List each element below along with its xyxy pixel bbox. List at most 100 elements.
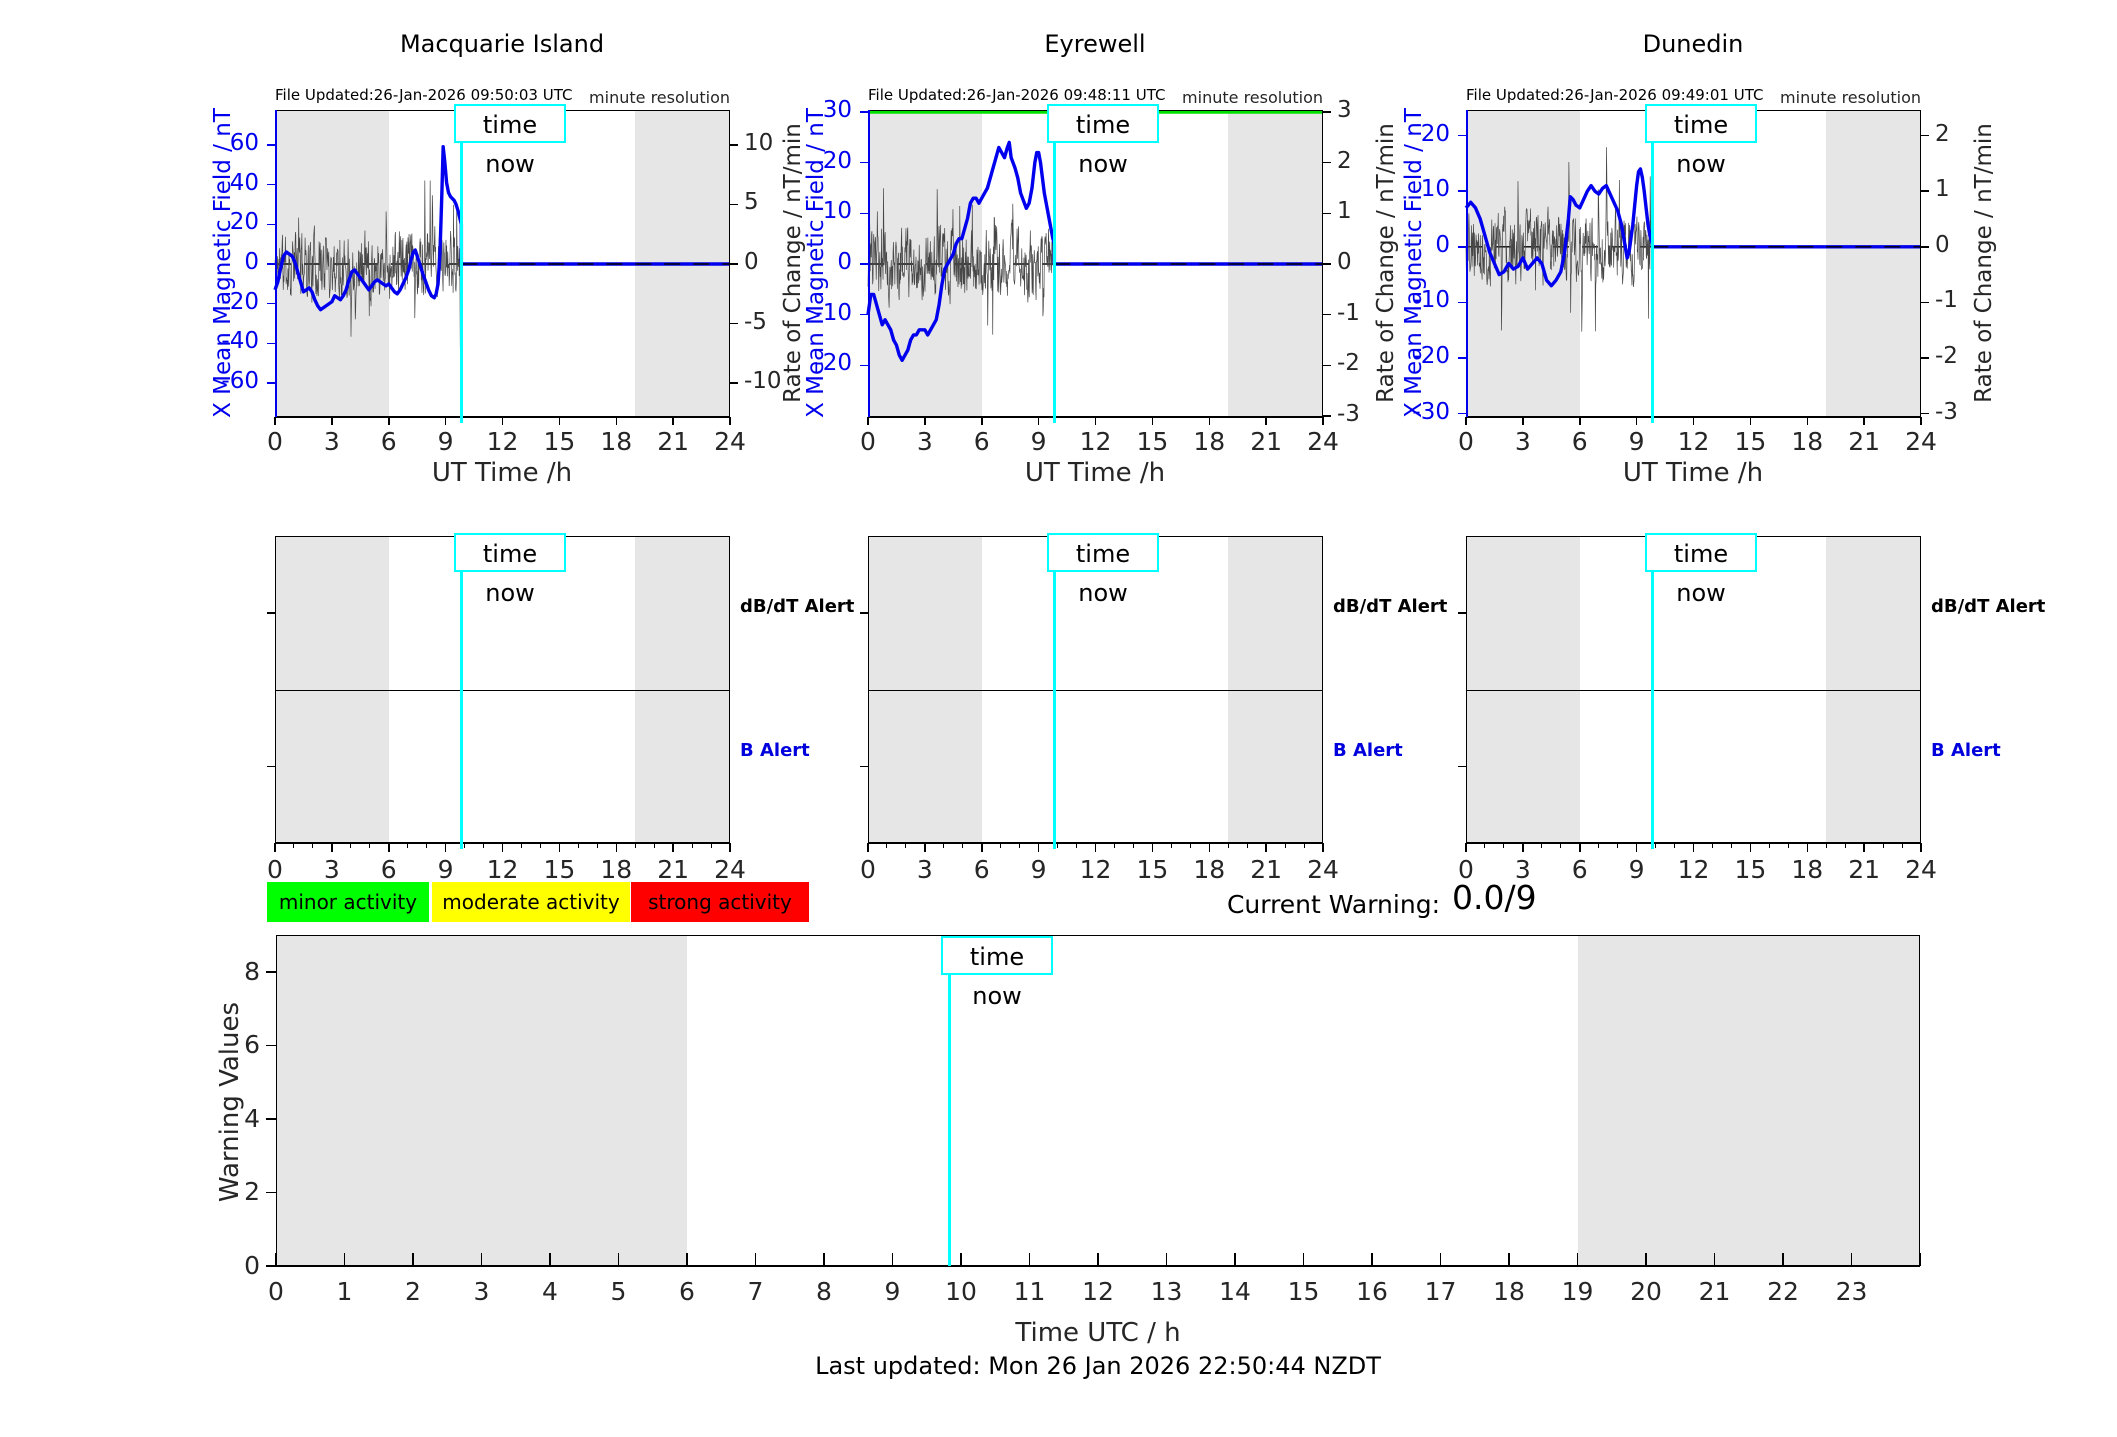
minor-tick-mark [962,843,964,848]
minor-tick-mark [1503,843,1505,848]
minor-tick-mark [653,843,655,848]
minor-tick-mark [312,843,314,848]
tick-mark [267,223,275,225]
y-tick-label-right: 5 [744,189,759,216]
time-now-box: time now [454,533,566,607]
x-tick-label: 9 [1628,427,1645,456]
time-now-box: time now [1645,533,1757,607]
tick-mark [1692,843,1695,852]
tick-mark [267,342,275,345]
minor-tick-mark [483,843,485,848]
tick-mark [1749,843,1752,852]
y-tick-label-right: 2 [1337,147,1352,174]
tick-mark [444,417,447,425]
station-chart-svg [273,145,730,348]
y-tick-label-right: 0 [744,248,759,275]
time-now-line [459,143,463,423]
y-tick-label-right: 0 [1935,231,1950,258]
x-tick-label: 0 [267,855,283,884]
y-tick-label-left: -30 [1412,398,1450,425]
y-tick-label-left: 30 [822,97,852,124]
tick-mark [1692,417,1695,425]
y-tick-label-right: 3 [1337,97,1352,124]
minor-tick-mark [1768,843,1770,848]
y-tick-label-left: 10 [1420,176,1450,203]
tick-mark [267,302,275,305]
plot-border-left [1466,536,1468,843]
alert-divider-line [275,689,730,691]
file-updated-text: File Updated:26-Jan-2026 09:49:01 UTC [1466,86,1764,104]
y-tick-label-left: -40 [221,328,259,355]
tick-mark [266,1265,276,1267]
x-tick-label: 0 [860,855,876,884]
minor-tick-mark [1617,843,1619,848]
y-tick-label-left: 20 [1420,120,1450,147]
tick-mark [501,843,504,852]
tick-mark [1323,212,1331,215]
x-tick-label: 0 [1458,427,1474,456]
tick-mark [1323,111,1331,113]
tick-mark [1458,134,1466,137]
x-tick-label: 21 [657,855,690,884]
minor-tick-mark [426,843,428,848]
time-now-line [1650,572,1654,849]
y-tick-label-left: 0 [837,249,852,275]
minor-tick-mark [1057,843,1059,848]
tick-mark [274,843,276,852]
plot-border-bottom [275,842,730,844]
dbdt-alert-label: dB/dT Alert [1333,596,1448,617]
station-title: Dunedin [1642,30,1744,58]
tick-mark [1749,417,1752,425]
x-tick-label: 6 [380,855,397,884]
tick-mark [860,313,868,316]
y-tick-label-left: -60 [221,368,259,395]
x-tick-label: 18 [1791,855,1824,884]
minor-tick-mark [1019,843,1021,848]
tick-mark [1579,843,1581,852]
plot-border-left [868,536,870,843]
x-tick-label: 21 [1250,427,1283,456]
legend-moderate-activity: moderate activity [432,882,630,922]
y-tick-label-right: -5 [744,308,767,335]
tick-mark [1234,1253,1236,1266]
tick-mark [1921,357,1929,359]
tick-mark [860,612,868,614]
y-tick-label-right: 2 [1935,120,1950,147]
y-tick-label-left: 20 [822,147,852,174]
plot-border-top [276,935,1920,936]
tick-mark [1323,415,1331,417]
tick-mark [275,1253,277,1266]
b-alert-label: B Alert [1333,740,1403,761]
station-title: Eyrewell [1044,30,1146,58]
minor-tick-mark [1227,843,1229,848]
tick-mark [1921,301,1929,304]
legend-strong-activity: strong activity [631,882,809,922]
tick-mark [1850,1253,1853,1266]
tick-mark [266,1191,276,1194]
x-tick-label: 15 [1734,427,1767,456]
resolution-note: minute resolution [1780,88,1921,107]
x-tick-label: 19 [1561,1277,1594,1306]
x-tick-label: 18 [1193,855,1226,884]
tick-mark [274,417,276,425]
tick-mark [1097,1253,1099,1266]
plot-border-left [276,935,278,1266]
plot-border-left [1466,110,1468,417]
tick-mark [730,203,738,206]
alert-divider-line [868,689,1323,691]
tick-mark [1458,765,1466,767]
resolution-note: minute resolution [1182,88,1323,107]
minor-tick-mark [634,843,636,848]
minor-tick-mark [1674,843,1676,848]
x-tick-label: 24 [1307,427,1339,456]
x-tick-label: 15 [1287,1277,1320,1306]
tick-mark [615,843,618,852]
y-tick-label-left: 20 [229,209,259,236]
minor-tick-mark [1189,843,1191,848]
tick-mark [558,417,561,425]
minor-tick-mark [1787,843,1789,848]
x-axis-label: UT Time /h [431,458,573,488]
y-tick-label-right: -3 [1935,398,1958,425]
x-tick-label: 16 [1356,1277,1388,1306]
x-tick-label: 21 [1848,855,1881,884]
